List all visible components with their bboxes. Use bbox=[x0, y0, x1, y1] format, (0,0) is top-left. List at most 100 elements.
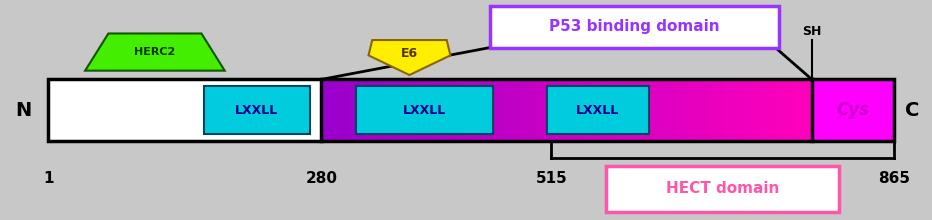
Bar bbox=[799, 79, 801, 141]
Bar bbox=[517, 79, 520, 141]
Bar bbox=[436, 79, 438, 141]
Text: LXXLL: LXXLL bbox=[403, 103, 445, 117]
Bar bbox=[372, 79, 374, 141]
Bar bbox=[460, 79, 462, 141]
Bar bbox=[629, 79, 631, 141]
Bar bbox=[591, 79, 594, 141]
Bar bbox=[588, 79, 590, 141]
Bar bbox=[669, 79, 672, 141]
Bar bbox=[573, 79, 575, 141]
Bar bbox=[324, 79, 327, 141]
Bar bbox=[404, 79, 405, 141]
Bar bbox=[775, 79, 778, 141]
Bar bbox=[380, 79, 382, 141]
Bar bbox=[488, 79, 490, 141]
Bar bbox=[48, 79, 894, 141]
Bar bbox=[485, 79, 487, 141]
Bar bbox=[578, 79, 580, 141]
Bar bbox=[779, 79, 781, 141]
Text: N: N bbox=[15, 101, 32, 119]
Bar bbox=[576, 79, 579, 141]
Bar bbox=[606, 79, 608, 141]
Bar bbox=[642, 79, 644, 141]
Bar bbox=[450, 79, 453, 141]
Bar bbox=[665, 79, 666, 141]
Bar bbox=[350, 79, 353, 141]
Bar bbox=[514, 79, 516, 141]
Text: LXXLL: LXXLL bbox=[235, 103, 279, 117]
Bar bbox=[706, 79, 707, 141]
Bar bbox=[322, 79, 323, 141]
Bar bbox=[760, 79, 761, 141]
Bar bbox=[788, 79, 789, 141]
Bar bbox=[500, 79, 501, 141]
Bar bbox=[478, 79, 480, 141]
Bar bbox=[691, 79, 693, 141]
Bar bbox=[369, 79, 371, 141]
Bar bbox=[782, 79, 785, 141]
Bar bbox=[456, 79, 458, 141]
Bar bbox=[678, 79, 679, 141]
FancyBboxPatch shape bbox=[490, 6, 779, 48]
Bar bbox=[597, 79, 600, 141]
Bar bbox=[408, 79, 410, 141]
Bar bbox=[431, 79, 433, 141]
Bar bbox=[395, 79, 397, 141]
Bar bbox=[428, 79, 430, 141]
Bar bbox=[625, 79, 627, 141]
Bar bbox=[624, 79, 626, 141]
Bar bbox=[537, 79, 540, 141]
Text: C: C bbox=[905, 101, 920, 119]
Bar bbox=[413, 79, 415, 141]
Text: E6: E6 bbox=[401, 47, 418, 60]
Bar bbox=[716, 79, 718, 141]
Bar bbox=[469, 79, 471, 141]
Bar bbox=[610, 79, 613, 141]
Bar bbox=[510, 79, 512, 141]
Bar bbox=[526, 79, 528, 141]
Text: HECT domain: HECT domain bbox=[666, 181, 779, 196]
Bar bbox=[797, 79, 800, 141]
Bar bbox=[569, 79, 570, 141]
Text: Cys: Cys bbox=[836, 101, 870, 119]
Bar bbox=[473, 79, 475, 141]
Bar bbox=[441, 79, 443, 141]
Bar bbox=[426, 79, 428, 141]
Bar bbox=[562, 79, 564, 141]
Text: 280: 280 bbox=[306, 171, 337, 186]
Bar bbox=[621, 79, 623, 141]
Bar bbox=[430, 79, 432, 141]
Text: LXXLL: LXXLL bbox=[576, 103, 620, 117]
Bar bbox=[529, 79, 531, 141]
Bar bbox=[569, 79, 572, 141]
Bar bbox=[558, 79, 560, 141]
Bar bbox=[555, 79, 557, 141]
Bar bbox=[712, 79, 714, 141]
Bar bbox=[701, 79, 703, 141]
Bar bbox=[523, 79, 525, 141]
Bar bbox=[774, 79, 776, 141]
Bar bbox=[521, 79, 523, 141]
Bar bbox=[612, 79, 614, 141]
Bar bbox=[805, 79, 807, 141]
Bar bbox=[794, 79, 796, 141]
Bar bbox=[742, 79, 744, 141]
Bar bbox=[402, 79, 404, 141]
Bar bbox=[675, 79, 677, 141]
Bar bbox=[462, 79, 464, 141]
Bar bbox=[470, 79, 473, 141]
Bar bbox=[571, 79, 573, 141]
Bar bbox=[434, 79, 436, 141]
Bar bbox=[341, 79, 343, 141]
Bar bbox=[467, 79, 469, 141]
Bar bbox=[584, 79, 586, 141]
Bar bbox=[483, 79, 486, 141]
Text: 865: 865 bbox=[878, 171, 910, 186]
Bar bbox=[493, 79, 495, 141]
Bar bbox=[649, 79, 651, 141]
Bar bbox=[714, 79, 716, 141]
Bar bbox=[745, 79, 747, 141]
Bar bbox=[497, 79, 499, 141]
Bar bbox=[543, 79, 546, 141]
Bar bbox=[326, 79, 328, 141]
